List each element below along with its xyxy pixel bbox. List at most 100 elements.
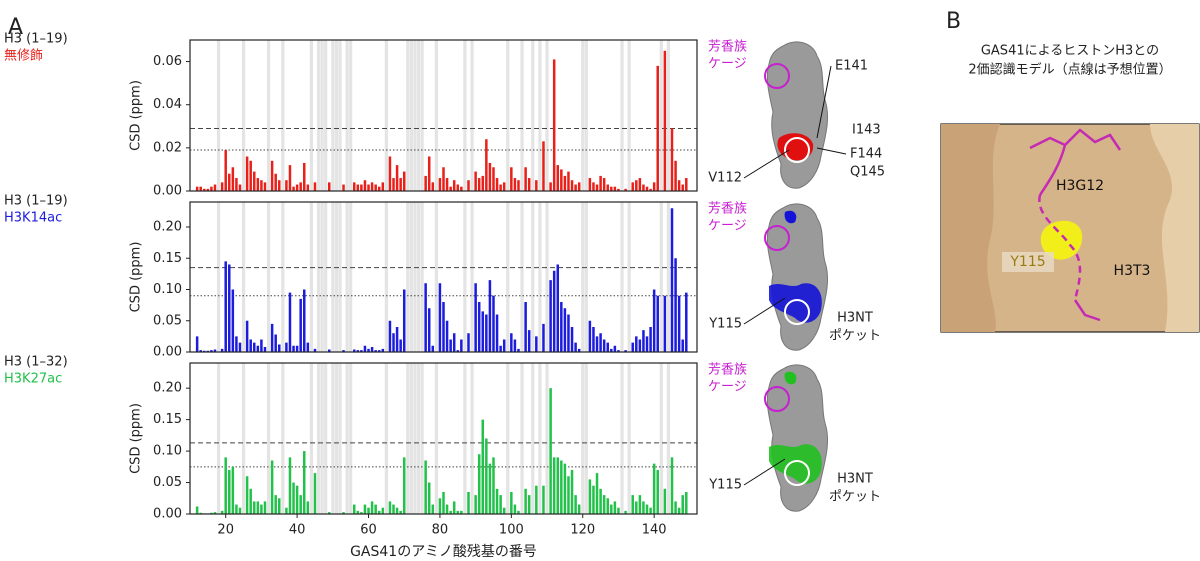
y-tick-label: 0.00: [153, 507, 182, 522]
bar: [535, 486, 537, 514]
bar: [274, 335, 276, 353]
bar: [249, 489, 251, 514]
bar: [492, 457, 494, 514]
bar: [642, 501, 644, 514]
unassigned-band: [217, 40, 220, 191]
bar: [549, 280, 551, 352]
unassigned-band: [470, 363, 473, 514]
bar: [535, 180, 537, 191]
bar: [374, 185, 376, 191]
structure: [765, 365, 828, 511]
bar: [542, 486, 544, 514]
unassigned-band: [345, 202, 348, 352]
bar: [224, 457, 226, 514]
bar: [442, 167, 444, 191]
bar: [631, 343, 633, 352]
unassigned-band: [660, 202, 663, 352]
unassigned-band: [628, 40, 631, 191]
bar: [685, 178, 687, 191]
bar: [489, 464, 491, 514]
x-tick-label: 60: [360, 523, 377, 538]
bar: [367, 185, 369, 191]
unassigned-band: [420, 202, 423, 352]
bar: [257, 501, 259, 514]
bar: [671, 457, 673, 514]
bar: [524, 302, 526, 352]
bar: [535, 336, 537, 352]
bar: [371, 182, 373, 191]
bar: [514, 178, 516, 191]
unassigned-band: [413, 363, 416, 514]
bar: [453, 333, 455, 352]
model-label: H3T3: [1114, 263, 1151, 279]
unassigned-band: [267, 363, 270, 514]
bar: [274, 495, 276, 514]
bar: [564, 308, 566, 352]
bar: [649, 508, 651, 514]
y-tick-label: 0.05: [153, 475, 182, 490]
bar: [664, 296, 666, 352]
bar: [424, 461, 426, 514]
y-tick-label: 0.05: [153, 313, 182, 328]
bar: [503, 508, 505, 514]
unassigned-band: [335, 40, 338, 191]
pocket-label: ポケット: [829, 490, 881, 505]
y-tick-label: 0.10: [153, 444, 182, 459]
bar: [239, 343, 241, 352]
model-label: Y115: [1009, 254, 1045, 270]
bar: [542, 141, 544, 191]
panel-label: B: [946, 9, 961, 34]
bar: [224, 261, 226, 352]
bar: [571, 470, 573, 514]
bar: [342, 185, 344, 191]
bar: [514, 340, 516, 353]
bar: [664, 489, 666, 514]
bar: [510, 167, 512, 191]
unassigned-band: [410, 363, 413, 514]
bar: [478, 178, 480, 191]
bar: [396, 327, 398, 352]
cage-label: 芳香族: [708, 362, 747, 378]
residue-label: Y115: [708, 478, 742, 493]
bar: [249, 161, 251, 191]
bar: [289, 165, 291, 191]
bar: [489, 163, 491, 191]
bar: [432, 505, 434, 514]
bar: [496, 489, 498, 514]
surface-shade: [941, 124, 1000, 332]
bar: [257, 178, 259, 191]
bar: [446, 178, 448, 191]
unassigned-band: [581, 40, 584, 191]
unassigned-band: [538, 40, 541, 191]
unassigned-band: [310, 363, 313, 514]
bar: [278, 180, 280, 191]
bar: [631, 182, 633, 191]
unassigned-band: [417, 202, 420, 352]
bar: [528, 330, 530, 352]
cage-label: ケージ: [708, 57, 747, 72]
structure: [765, 42, 828, 188]
unassigned-band: [317, 40, 320, 191]
bar: [196, 336, 198, 352]
bar: [439, 498, 441, 514]
bar: [364, 180, 366, 191]
unassigned-band: [628, 202, 631, 352]
bar: [606, 343, 608, 352]
bar: [589, 321, 591, 352]
unassigned-band: [470, 202, 473, 352]
bar: [517, 180, 519, 191]
residue-label: Q145: [850, 165, 885, 180]
bar: [482, 420, 484, 514]
bar: [314, 473, 316, 514]
bar: [664, 51, 666, 191]
bar: [610, 505, 612, 514]
bar: [639, 340, 641, 353]
y-tick-label: 0.15: [153, 251, 182, 266]
bar: [496, 315, 498, 353]
residue-label: I143: [852, 123, 881, 138]
bar: [631, 495, 633, 514]
unassigned-band: [620, 202, 623, 352]
pocket-label: ポケット: [829, 329, 881, 344]
bar: [571, 180, 573, 191]
unassigned-band: [320, 202, 323, 352]
